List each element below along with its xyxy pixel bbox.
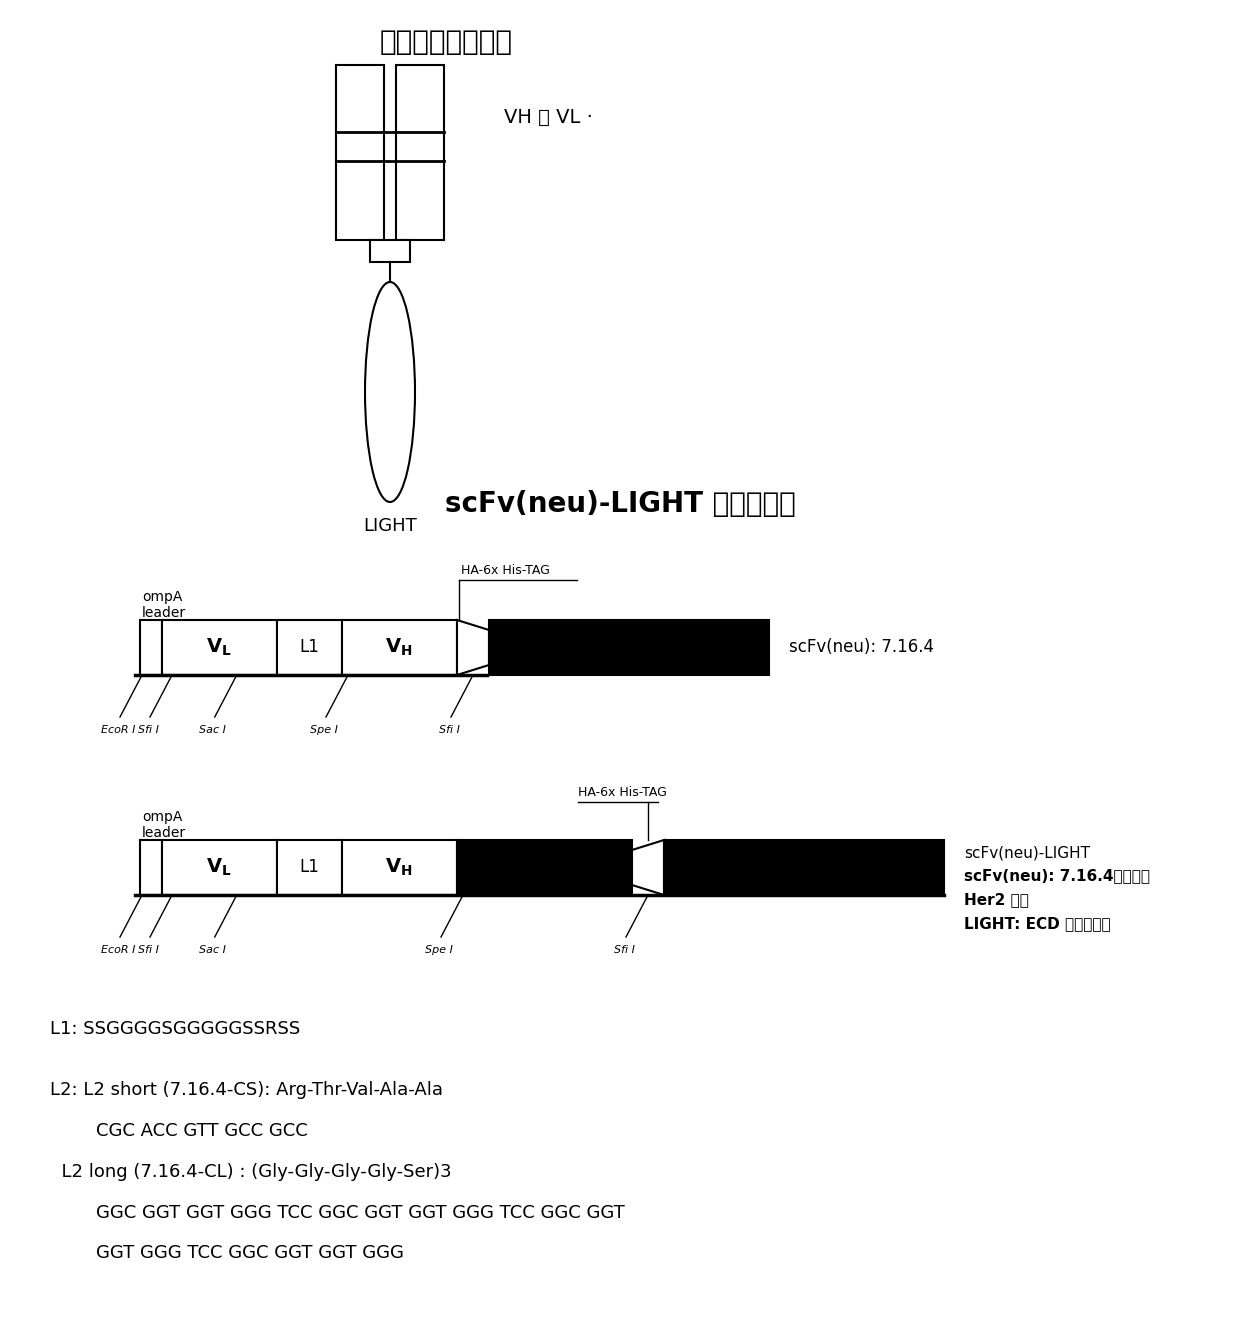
Text: ompA: ompA (143, 810, 182, 824)
Bar (162, 620, 277, 675)
Polygon shape (458, 620, 489, 675)
Text: EcoR I: EcoR I (100, 724, 135, 735)
Text: $\mathbf{V_H}$: $\mathbf{V_H}$ (386, 856, 413, 878)
Text: ompA: ompA (143, 590, 182, 603)
Text: Sfi I: Sfi I (138, 724, 159, 735)
Text: $\mathbf{V_L}$: $\mathbf{V_L}$ (206, 636, 232, 657)
Text: Sfi I: Sfi I (138, 945, 159, 956)
Ellipse shape (365, 282, 415, 503)
Text: L1: L1 (299, 857, 319, 876)
Text: Spe I: Spe I (425, 945, 453, 956)
Text: Sac I: Sac I (200, 724, 226, 735)
Text: EcoR I: EcoR I (100, 945, 135, 956)
Bar (140, 840, 162, 895)
Text: LIGHT: ECD 或其它片段: LIGHT: ECD 或其它片段 (963, 917, 1111, 931)
Polygon shape (632, 840, 663, 895)
Bar (458, 840, 632, 895)
Text: $\mathbf{V_L}$: $\mathbf{V_L}$ (206, 856, 232, 878)
Text: GGT GGG TCC GGC GGT GGT GGG: GGT GGG TCC GGC GGT GGT GGG (50, 1245, 404, 1262)
Bar (342, 620, 458, 675)
Bar (277, 620, 342, 675)
Bar (140, 620, 162, 675)
Text: HA-6x His-TAG: HA-6x His-TAG (461, 564, 549, 577)
Bar (342, 840, 458, 895)
Text: $\mathbf{V_H}$: $\mathbf{V_H}$ (386, 636, 413, 657)
Text: L1: L1 (299, 638, 319, 656)
Text: scFv(neu)-LIGHT: scFv(neu)-LIGHT (963, 845, 1090, 860)
Text: 抗肿瘾抗原的抗体: 抗肿瘾抗原的抗体 (379, 28, 513, 56)
Text: CGC ACC GTT GCC GCC: CGC ACC GTT GCC GCC (50, 1122, 308, 1140)
Bar (277, 840, 342, 895)
Text: HA-6x His-TAG: HA-6x His-TAG (578, 786, 667, 798)
Bar (489, 620, 769, 675)
Bar (396, 65, 444, 241)
Text: Sac I: Sac I (200, 945, 226, 956)
Text: scFv(neu): 7.16.4: scFv(neu): 7.16.4 (789, 638, 934, 656)
Bar (663, 840, 944, 895)
Text: L1: SSGGGGSGGGGGSSRSS: L1: SSGGGGSGGGGGSSRSS (50, 1020, 300, 1038)
Text: VH 和 VL ·: VH 和 VL · (503, 108, 593, 126)
Text: Spe I: Spe I (310, 724, 339, 735)
Text: leader: leader (143, 606, 186, 620)
Text: L2 long (7.16.4-CL) : (Gly-Gly-Gly-Gly-Ser)3: L2 long (7.16.4-CL) : (Gly-Gly-Gly-Gly-S… (50, 1163, 451, 1181)
Bar (336, 65, 384, 241)
Text: Her2 抗体: Her2 抗体 (963, 892, 1029, 907)
Bar (370, 241, 410, 262)
Text: LIGHT: LIGHT (363, 517, 417, 535)
Text: L2: L2 short (7.16.4-CS): Arg-Thr-Val-Ala-Ala: L2: L2 short (7.16.4-CS): Arg-Thr-Val-Al… (50, 1081, 443, 1099)
Text: Sfi I: Sfi I (439, 724, 460, 735)
Text: scFv(neu)-LIGHT 的构建方案: scFv(neu)-LIGHT 的构建方案 (445, 491, 795, 517)
Text: scFv(neu): 7.16.4或其它抗: scFv(neu): 7.16.4或其它抗 (963, 868, 1149, 883)
Text: GGC GGT GGT GGG TCC GGC GGT GGT GGG TCC GGC GGT: GGC GGT GGT GGG TCC GGC GGT GGT GGG TCC … (50, 1204, 625, 1222)
Text: Sfi I: Sfi I (614, 945, 635, 956)
Bar (162, 840, 277, 895)
Text: leader: leader (143, 827, 186, 840)
